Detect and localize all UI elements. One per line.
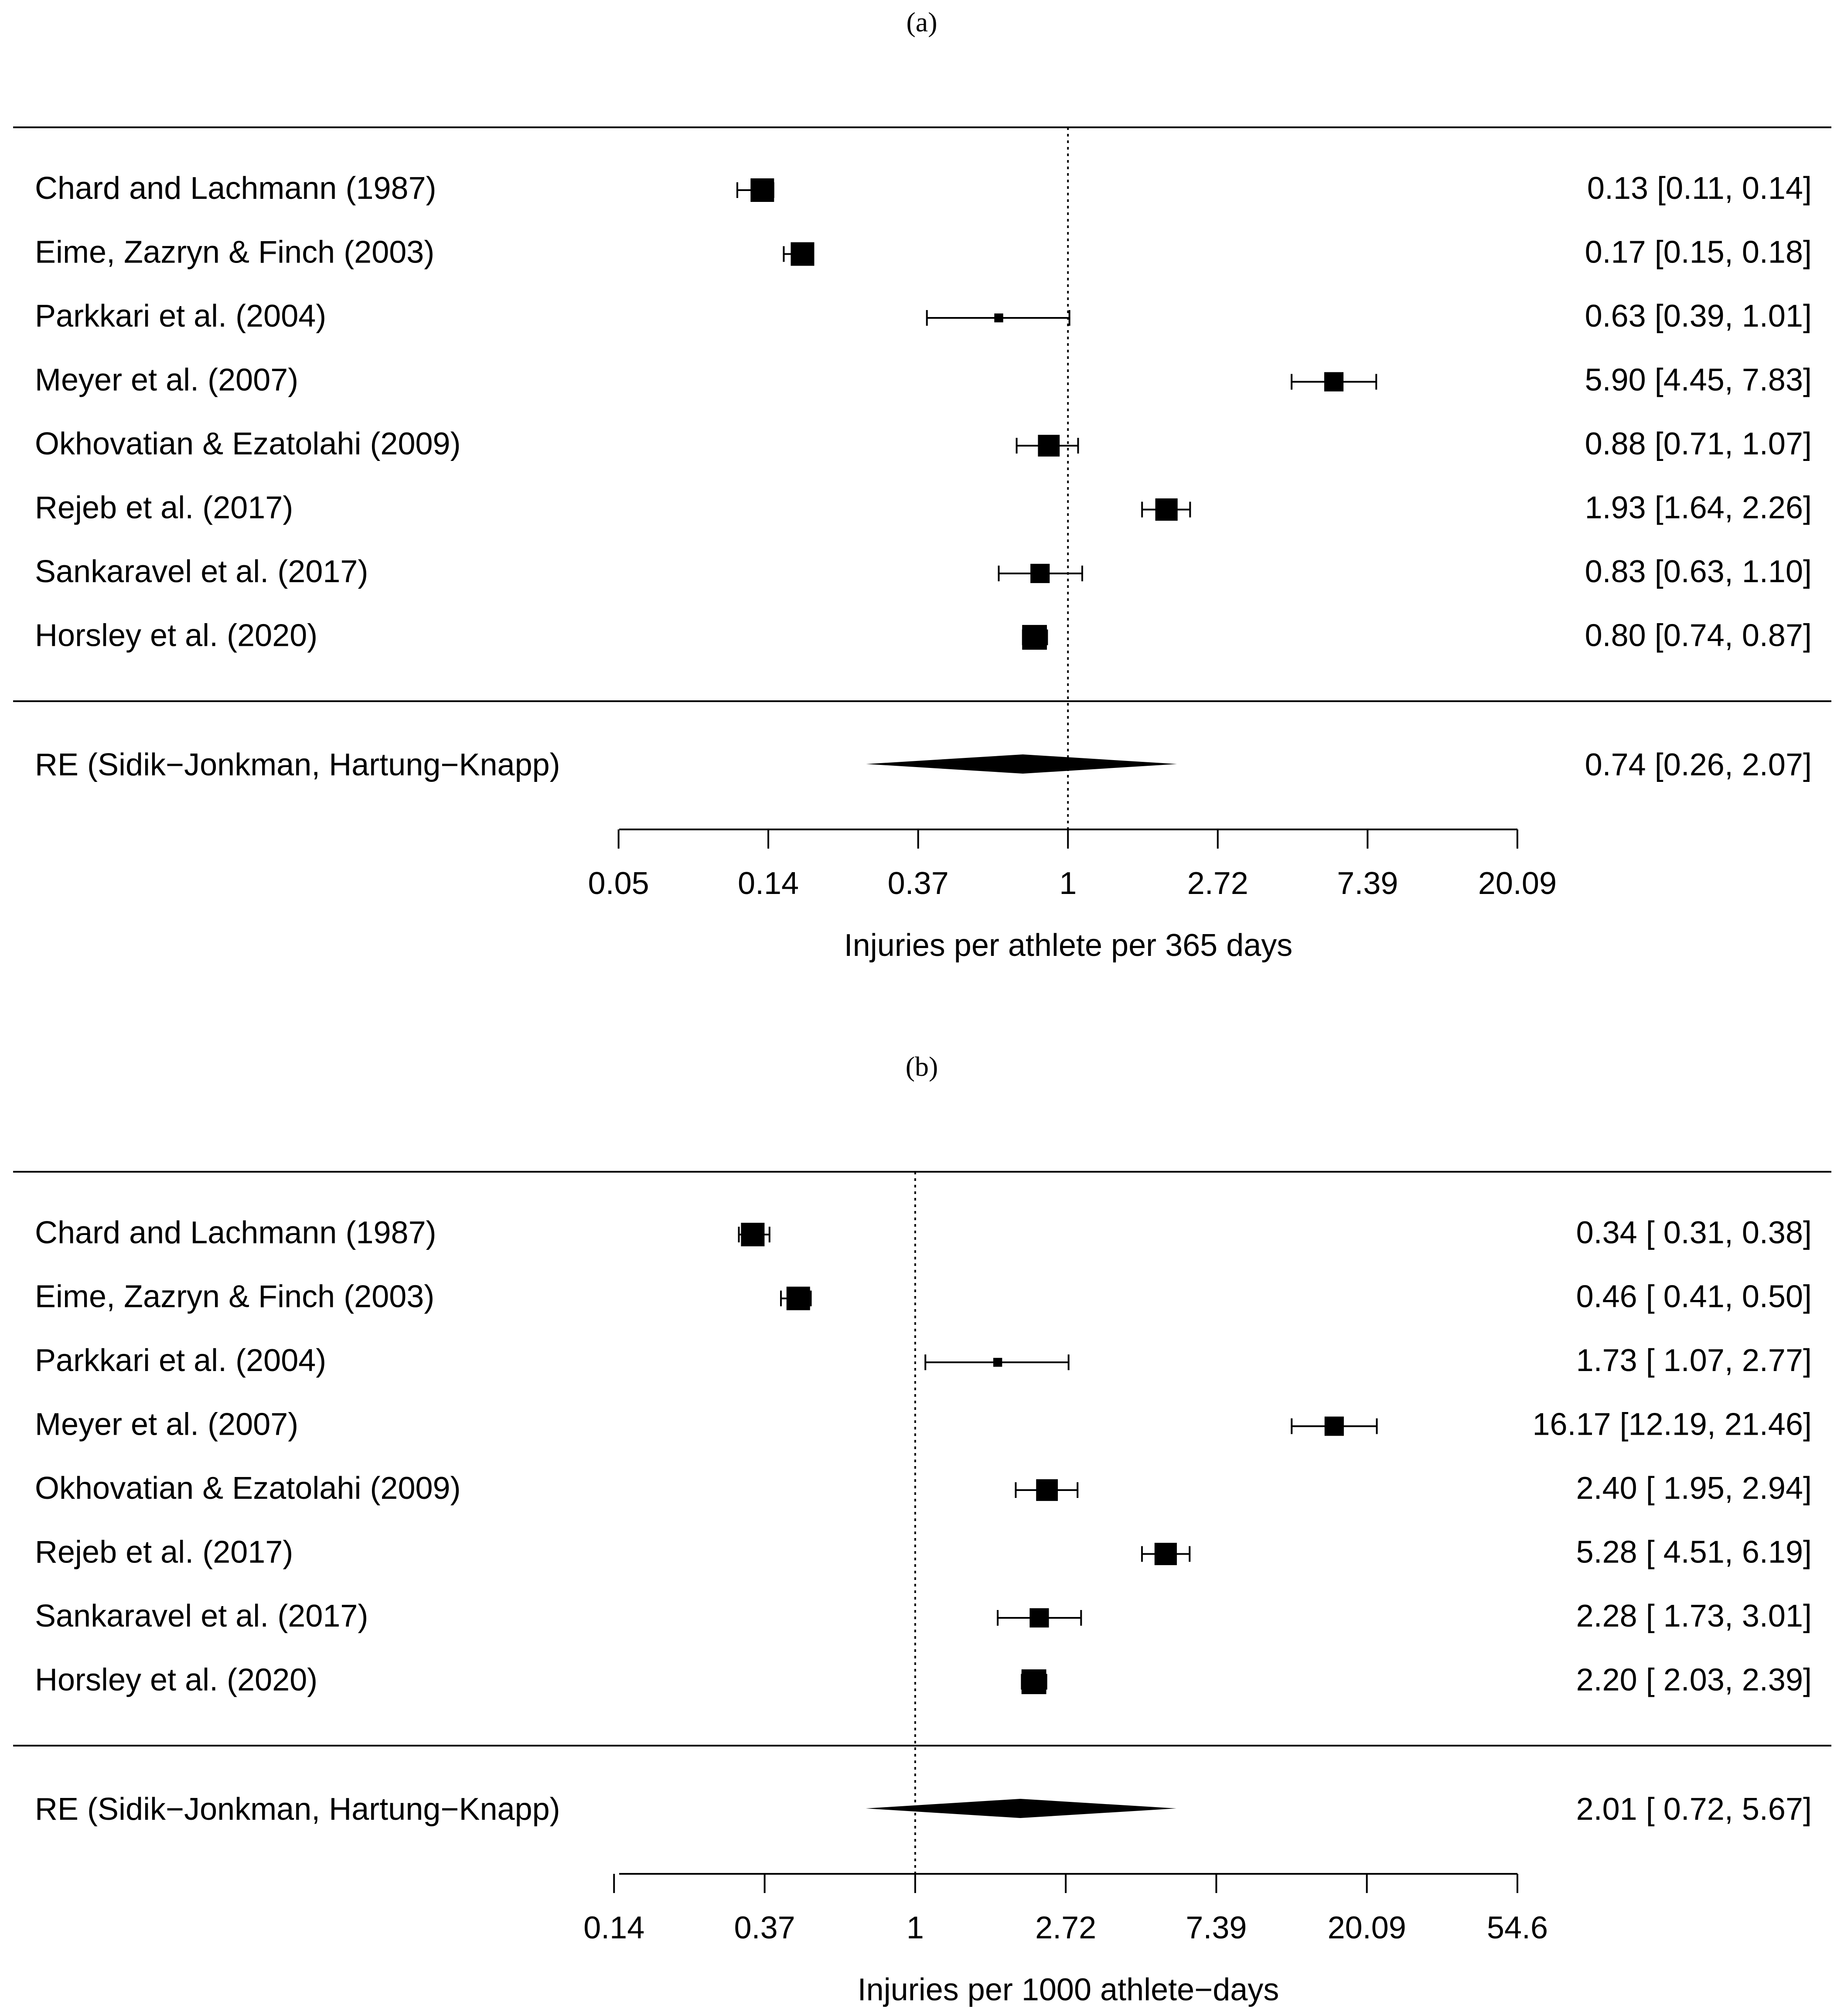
point-estimate-square (786, 1286, 810, 1310)
study-ci-text: 0.63 [0.39, 1.01] (1585, 299, 1812, 334)
point-estimate-square (993, 1358, 1002, 1367)
x-tick-label: 7.39 (1186, 1910, 1247, 1945)
x-tick-label: 0.05 (588, 866, 649, 901)
study-label: Eime, Zazryn & Finch (2003) (35, 1279, 434, 1314)
x-tick-label: 2.72 (1035, 1910, 1096, 1945)
study-label: Sankaravel et al. (2017) (35, 554, 368, 589)
point-estimate-square (1154, 1542, 1177, 1566)
study-ci-text: 5.28 [ 4.51, 6.19] (1576, 1535, 1812, 1570)
x-tick-label: 0.14 (738, 866, 799, 901)
study-label: Horsley et al. (2020) (35, 1663, 317, 1698)
point-estimate-square (1030, 563, 1050, 583)
x-tick-label: 0.37 (734, 1910, 795, 1945)
study-label: Meyer et al. (2007) (35, 363, 298, 398)
study-label: Parkkari et al. (2004) (35, 299, 326, 334)
x-tick-label: 7.39 (1337, 866, 1398, 901)
study-ci-text: 0.34 [ 0.31, 0.38] (1576, 1215, 1812, 1250)
study-label: Rejeb et al. (2017) (35, 1535, 293, 1570)
forest-plot-panel-a: (a) Chard and Lachmann (1987) 0.13 [0.11, … (13, 7, 1831, 963)
study-ci-text: 2.20 [ 2.03, 2.39] (1576, 1663, 1812, 1698)
x-axis-title: Injuries per 1000 athlete−days (858, 1972, 1279, 2007)
x-tick-label: 0.37 (888, 866, 949, 901)
study-ci-text: 0.83 [0.63, 1.10] (1585, 554, 1812, 589)
point-estimate-square (1022, 625, 1047, 650)
panel-label: (b) (906, 1051, 938, 1082)
summary-ci-text: 0.74 [0.26, 2.07] (1585, 747, 1812, 782)
summary-label: RE (Sidik−Jonkman, Hartung−Knapp) (35, 747, 560, 782)
x-tick-label: 20.09 (1478, 866, 1557, 901)
point-estimate-square (750, 178, 774, 202)
study-ci-text: 2.28 [ 1.73, 3.01] (1576, 1599, 1812, 1634)
point-estimate-square (1155, 498, 1178, 521)
point-estimate-square (791, 242, 815, 266)
study-label: Sankaravel et al. (2017) (35, 1599, 368, 1634)
point-estimate-square (1038, 435, 1060, 457)
point-estimate-square (1029, 1608, 1049, 1628)
study-label: Parkkari et al. (2004) (35, 1343, 326, 1378)
x-tick-label: 1 (907, 1910, 924, 1945)
study-label: Chard and Lachmann (1987) (35, 1215, 436, 1250)
study-label: Okhovatian & Ezatolahi (2009) (35, 426, 461, 461)
study-label: Chard and Lachmann (1987) (35, 171, 436, 206)
point-estimate-square (1021, 1669, 1046, 1694)
x-tick-label: 54.6 (1487, 1910, 1548, 1945)
study-label: Horsley et al. (2020) (35, 618, 317, 653)
study-ci-text: 1.73 [ 1.07, 2.77] (1576, 1343, 1812, 1378)
panel-label: (a) (906, 7, 937, 38)
forest-plot-panel-b: (b) Chard and Lachmann (1987) 0.34 [ 0.31,… (13, 1051, 1831, 2007)
x-tick-label: 20.09 (1328, 1910, 1406, 1945)
summary-ci-text: 2.01 [ 0.72, 5.67] (1576, 1792, 1812, 1827)
summary-diamond (866, 1799, 1176, 1818)
summary-label: RE (Sidik−Jonkman, Hartung−Knapp) (35, 1792, 560, 1827)
summary-diamond (866, 754, 1177, 774)
point-estimate-square (1036, 1479, 1058, 1501)
study-label: Eime, Zazryn & Finch (2003) (35, 235, 434, 270)
study-ci-text: 0.46 [ 0.41, 0.50] (1576, 1279, 1812, 1314)
study-ci-text: 5.90 [4.45, 7.83] (1585, 363, 1812, 398)
point-estimate-square (994, 313, 1003, 323)
x-tick-label: 0.14 (583, 1910, 644, 1945)
point-estimate-square (741, 1223, 765, 1246)
x-tick-label: 1 (1059, 866, 1077, 901)
point-estimate-square (1324, 1416, 1344, 1436)
study-ci-text: 0.88 [0.71, 1.07] (1585, 426, 1812, 461)
study-ci-text: 0.13 [0.11, 0.14] (1587, 171, 1812, 206)
study-label: Okhovatian & Ezatolahi (2009) (35, 1471, 461, 1506)
study-ci-text: 2.40 [ 1.95, 2.94] (1576, 1471, 1812, 1506)
x-tick-label: 2.72 (1187, 866, 1248, 901)
study-ci-text: 1.93 [1.64, 2.26] (1585, 491, 1812, 525)
study-label: Meyer et al. (2007) (35, 1407, 298, 1442)
study-label: Rejeb et al. (2017) (35, 491, 293, 525)
study-ci-text: 16.17 [12.19, 21.46] (1532, 1407, 1812, 1442)
point-estimate-square (1324, 372, 1344, 392)
study-ci-text: 0.80 [0.74, 0.87] (1585, 618, 1812, 653)
study-ci-text: 0.17 [0.15, 0.18] (1585, 235, 1812, 270)
x-axis-title: Injuries per athlete per 365 days (844, 928, 1293, 963)
